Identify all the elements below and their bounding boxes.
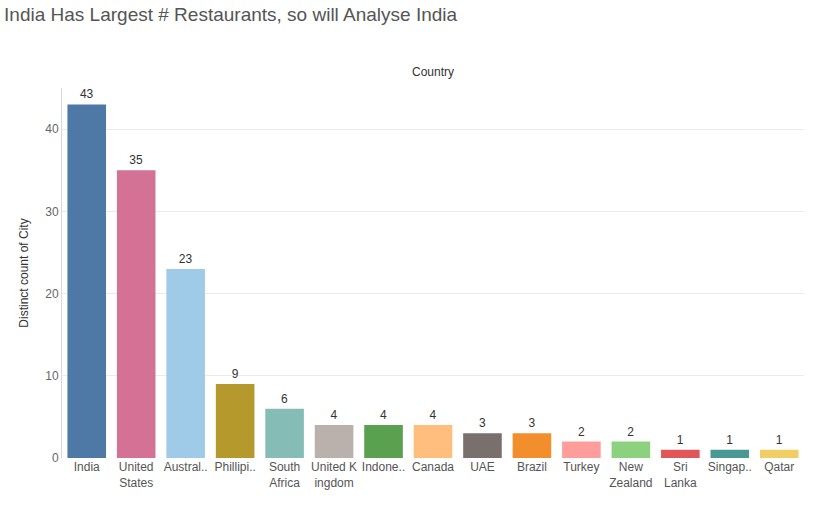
svg-text:UAE: UAE: [470, 460, 495, 474]
svg-text:United Kingdom: United Kingdom: [311, 460, 357, 490]
svg-text:NewZealand: NewZealand: [609, 460, 652, 490]
svg-text:35: 35: [129, 153, 143, 167]
svg-text:1: 1: [776, 433, 783, 447]
svg-text:Country: Country: [412, 65, 454, 79]
svg-text:Turkey: Turkey: [563, 460, 599, 474]
svg-text:Brazil: Brazil: [517, 460, 547, 474]
svg-text:30: 30: [45, 205, 59, 219]
svg-text:4: 4: [331, 408, 338, 422]
svg-text:4: 4: [380, 408, 387, 422]
svg-text:SouthAfrica: SouthAfrica: [269, 460, 300, 490]
svg-text:India: India: [74, 460, 100, 474]
svg-text:Austral..: Austral..: [164, 460, 208, 474]
svg-text:3: 3: [528, 416, 535, 430]
svg-text:1: 1: [677, 433, 684, 447]
svg-text:20: 20: [45, 287, 59, 301]
svg-text:Indone..: Indone..: [362, 460, 405, 474]
svg-text:1: 1: [726, 433, 733, 447]
svg-text:43: 43: [80, 87, 94, 101]
svg-text:SriLanka: SriLanka: [664, 460, 697, 490]
svg-text:Qatar: Qatar: [764, 460, 794, 474]
svg-text:40: 40: [45, 122, 59, 136]
svg-text:9: 9: [232, 367, 239, 381]
svg-text:6: 6: [281, 392, 288, 406]
svg-text:Phillipi..: Phillipi..: [214, 460, 255, 474]
svg-text:4: 4: [430, 408, 437, 422]
svg-text:3: 3: [479, 416, 486, 430]
svg-text:Canada: Canada: [412, 460, 454, 474]
svg-text:India Has Largest # Restaurant: India Has Largest # Restaurants, so will…: [4, 4, 458, 25]
svg-text:UnitedStates: UnitedStates: [119, 460, 154, 490]
svg-text:2: 2: [578, 425, 585, 439]
svg-text:Distinct count of City: Distinct count of City: [17, 218, 31, 327]
svg-text:Singap..: Singap..: [708, 460, 752, 474]
svg-text:2: 2: [627, 425, 634, 439]
svg-text:0: 0: [52, 451, 59, 465]
svg-text:23: 23: [179, 252, 193, 266]
svg-text:10: 10: [45, 369, 59, 383]
